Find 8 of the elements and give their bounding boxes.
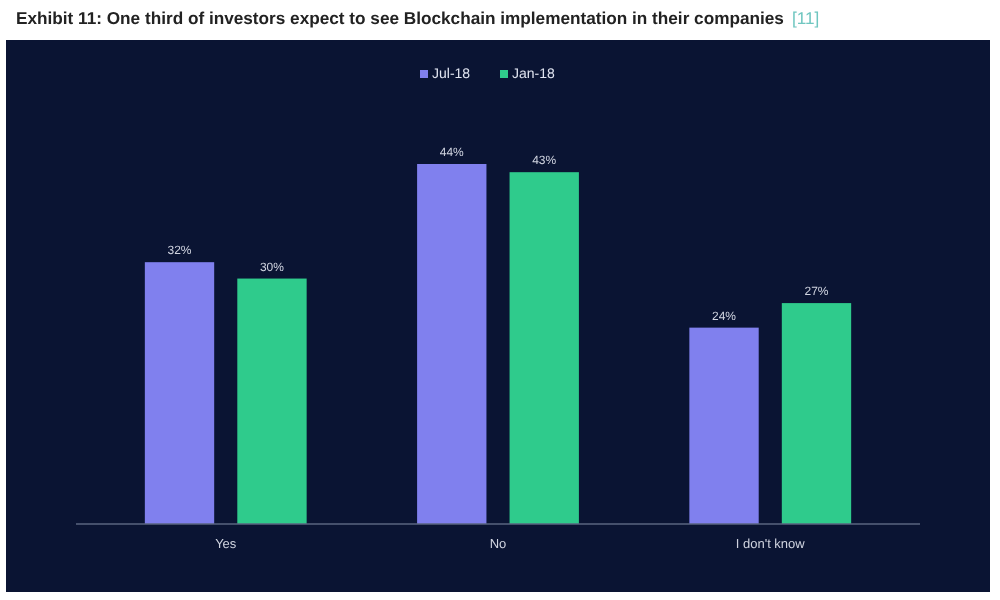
bar (689, 327, 759, 524)
chart-title: Exhibit 11: One third of investors expect to see Blockchain implementation in their companies (16, 8, 784, 28)
chart-subtitle: [11] (791, 8, 820, 28)
bar (509, 172, 579, 524)
bar (781, 303, 852, 524)
bar (417, 164, 487, 524)
bar (144, 262, 215, 524)
bar (237, 278, 307, 524)
